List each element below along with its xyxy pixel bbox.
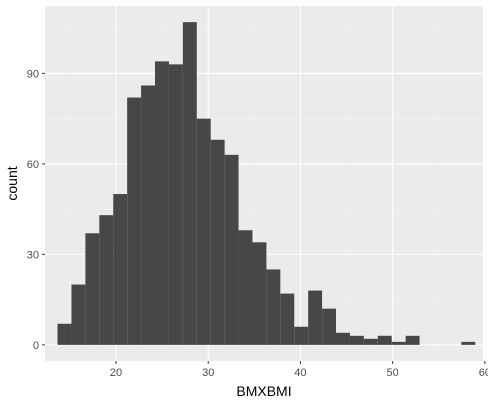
x-axis-title: BMXBMI <box>236 383 291 399</box>
histogram-bar <box>266 269 281 345</box>
x-tick-label: 30 <box>202 367 214 379</box>
histogram-bar <box>461 341 476 345</box>
y-axis: 0 30 60 90 <box>27 68 45 352</box>
histogram-bar <box>252 242 267 345</box>
x-axis: 20 30 40 50 60 <box>110 361 488 379</box>
histogram-bar <box>57 323 72 345</box>
histogram-bar <box>294 326 309 345</box>
histogram-bar <box>224 154 239 345</box>
histogram-bar <box>113 194 128 345</box>
histogram-bar <box>196 118 211 345</box>
histogram-bar <box>405 335 420 345</box>
x-tick-label: 60 <box>479 367 488 379</box>
histogram-bar <box>85 233 100 345</box>
histogram-bar <box>238 230 253 345</box>
x-tick-label: 40 <box>294 367 306 379</box>
y-axis-title: count <box>4 166 20 200</box>
histogram-bar <box>377 335 392 345</box>
x-tick-label: 50 <box>387 367 399 379</box>
histogram-bar <box>349 335 364 345</box>
histogram-bar <box>391 341 406 345</box>
histogram-bar <box>99 215 114 345</box>
x-tick-label: 20 <box>110 367 122 379</box>
histogram-bar <box>71 284 86 345</box>
histogram-bar <box>280 293 295 345</box>
histogram-bar <box>182 22 197 345</box>
histogram-bar <box>141 85 156 345</box>
histogram-bar <box>127 97 142 345</box>
histogram-bar <box>210 139 225 345</box>
histogram-bar <box>168 64 183 345</box>
histogram-bar <box>322 308 337 345</box>
y-tick-label: 90 <box>27 68 39 80</box>
y-tick-label: 60 <box>27 159 39 171</box>
histogram-bars <box>57 22 476 345</box>
histogram-bar <box>363 338 378 345</box>
histogram-bar <box>336 332 350 345</box>
y-tick-label: 30 <box>27 249 39 261</box>
y-tick-label: 0 <box>33 340 39 352</box>
histogram-bar <box>155 61 169 345</box>
histogram-bar <box>308 290 323 345</box>
